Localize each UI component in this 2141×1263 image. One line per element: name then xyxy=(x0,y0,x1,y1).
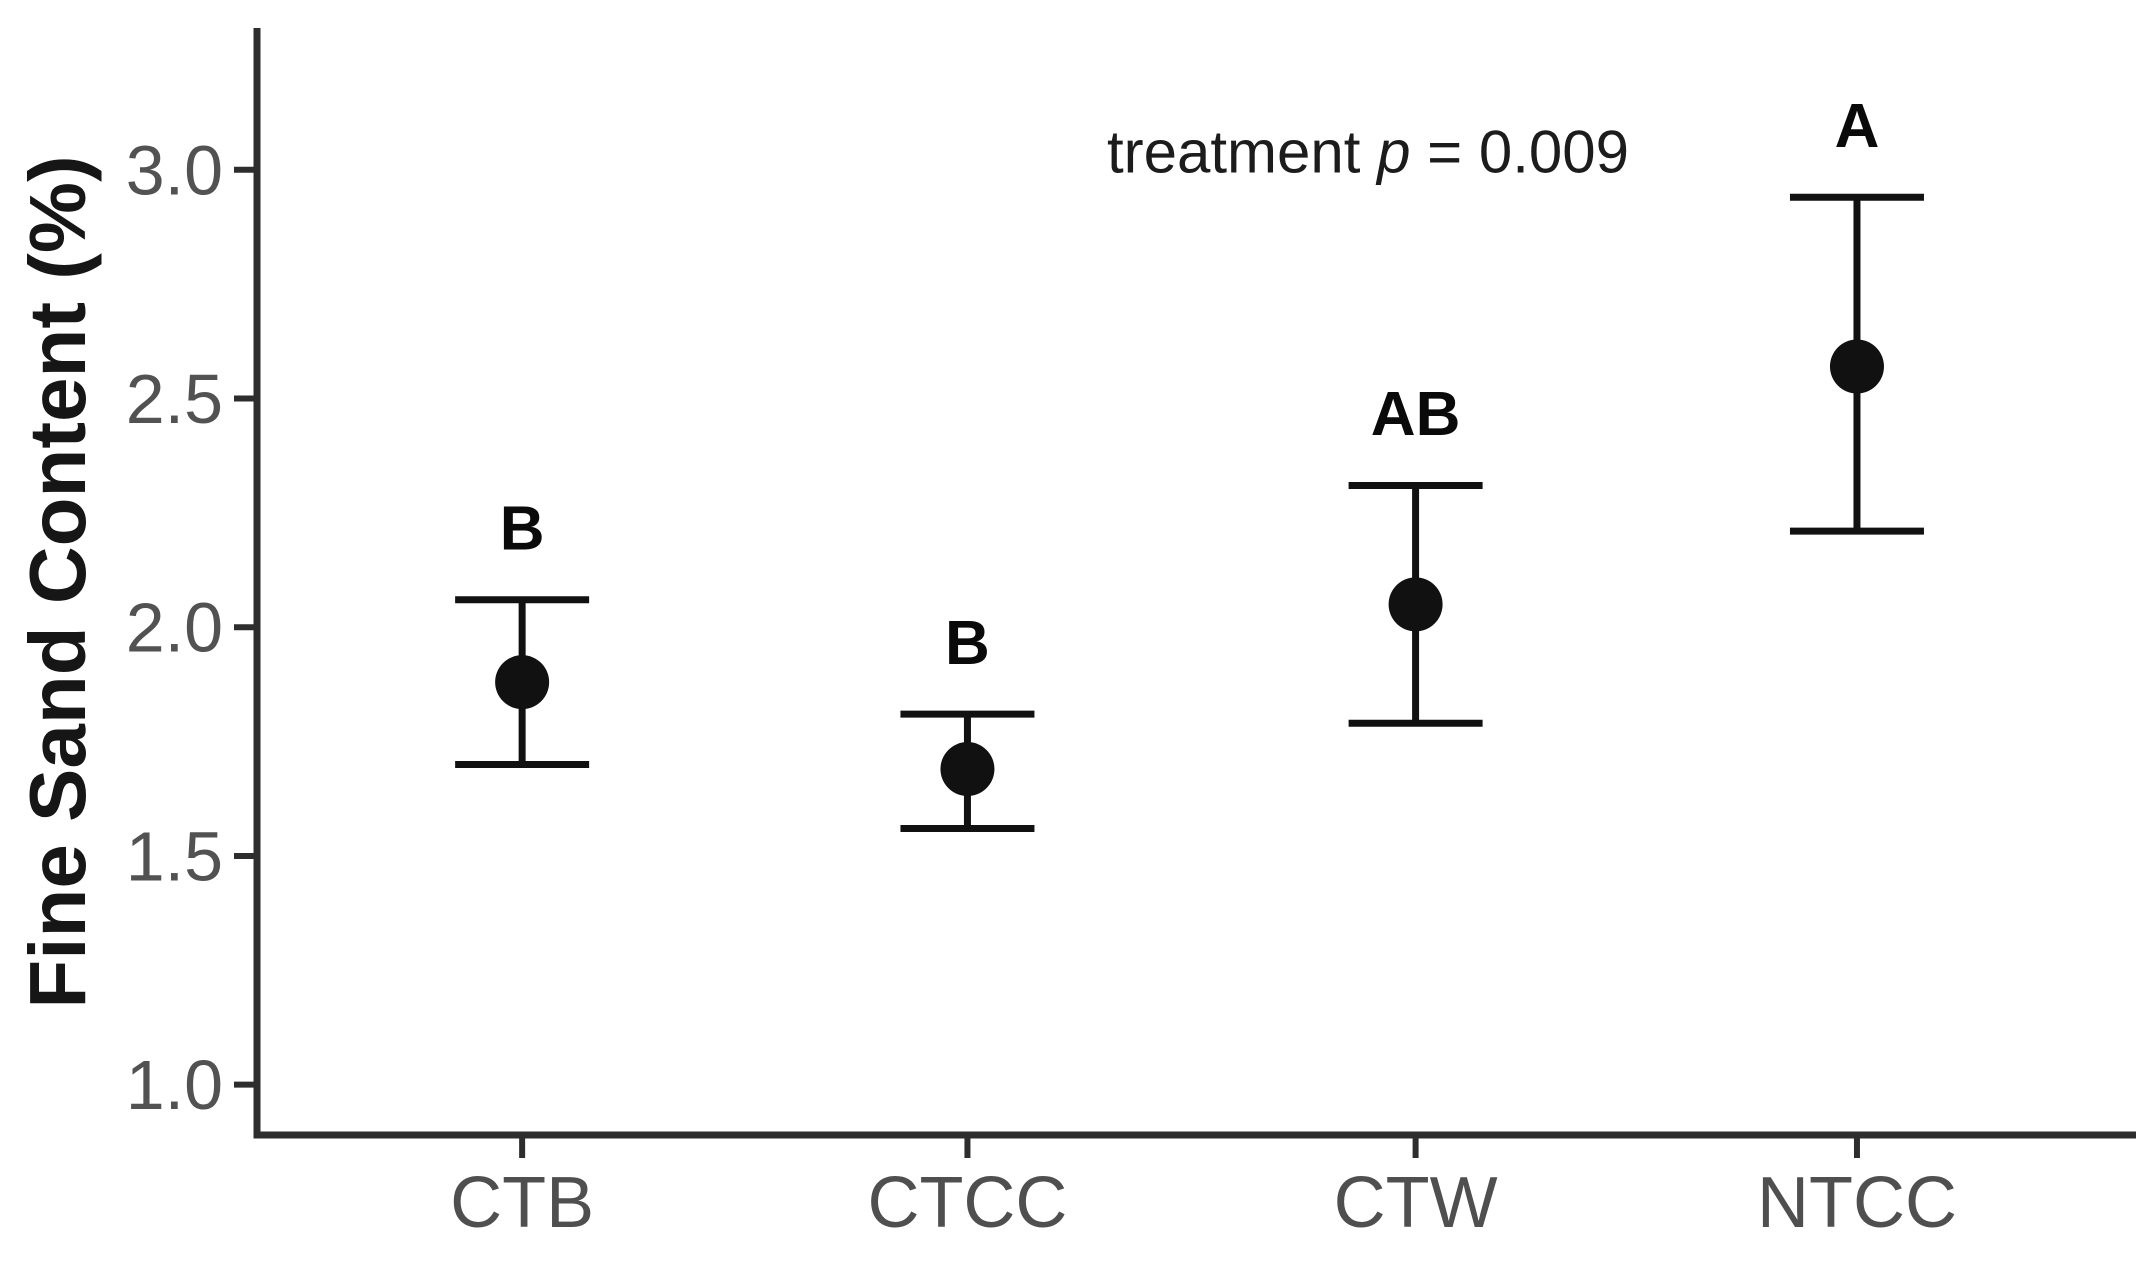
mean-point-ctcc xyxy=(940,742,995,797)
y-tick-label: 1.0 xyxy=(126,1046,223,1124)
sig-letter-ntcc: A xyxy=(1835,92,1880,161)
x-tick-label-ctcc: CTCC xyxy=(867,1163,1067,1243)
mean-point-ntcc xyxy=(1829,339,1884,394)
sig-letter-ctcc: B xyxy=(945,609,990,678)
sig-letter-ctw: AB xyxy=(1371,380,1461,449)
mean-point-ctw xyxy=(1388,577,1443,632)
y-tick-label: 1.5 xyxy=(126,817,223,895)
y-tick-label: 2.0 xyxy=(126,589,223,667)
x-tick-label-ctb: CTB xyxy=(450,1163,594,1243)
x-tick-label-ntcc: NTCC xyxy=(1757,1163,1957,1243)
x-tick-label-ctw: CTW xyxy=(1334,1163,1498,1243)
p-value-annotation: treatment p = 0.009 xyxy=(1107,118,1629,187)
annotation-prefix: treatment xyxy=(1106,118,1378,186)
y-tick-label: 2.5 xyxy=(126,360,223,438)
y-tick-label: 3.0 xyxy=(126,131,223,209)
mean-point-ctb xyxy=(495,655,550,710)
annotation-p-symbol: p xyxy=(1377,118,1411,186)
sig-letter-ctb: B xyxy=(500,494,545,563)
annotation-suffix: = 0.009 xyxy=(1410,118,1630,186)
